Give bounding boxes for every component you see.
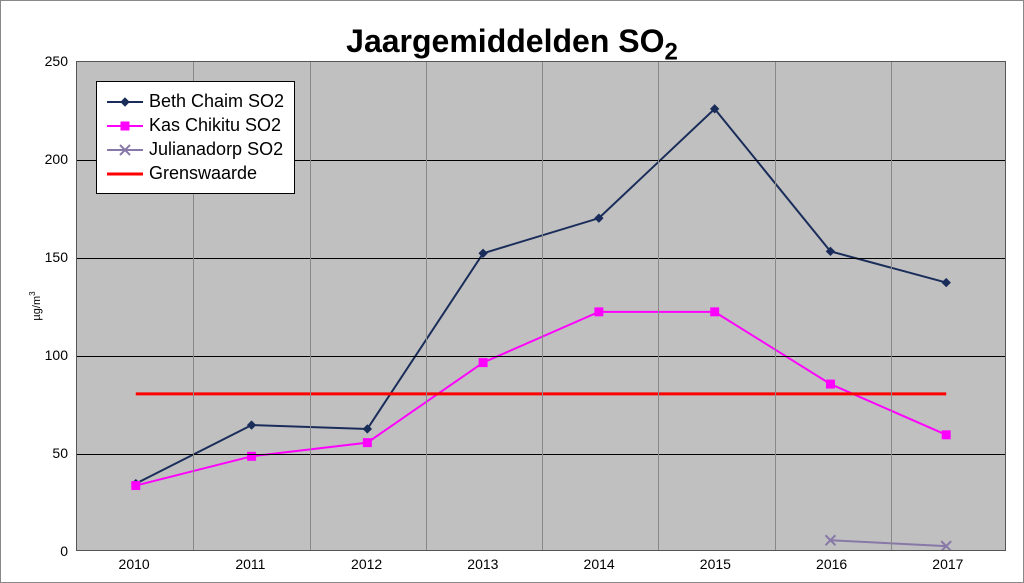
x-tick-label: 2012: [309, 556, 425, 572]
gridline-v: [891, 62, 892, 550]
y-tick-label: 250: [28, 53, 68, 69]
legend-item: Grenswaarde: [107, 163, 284, 184]
x-tick-label: 2010: [76, 556, 192, 572]
chart-container: Jaargemiddelden SO2 µg/m3 Beth Chaim SO2…: [0, 0, 1024, 583]
y-tick-label: 200: [28, 151, 68, 167]
legend-label: Julianadorp SO2: [149, 139, 283, 160]
y-axis-title: µg/m3: [28, 291, 43, 320]
x-tick-label: 2011: [192, 556, 308, 572]
legend: Beth Chaim SO2 Kas Chikitu SO2 Julianadorp…: [96, 81, 295, 194]
title-text: Jaargemiddelden SO: [346, 23, 664, 59]
legend-item: Beth Chaim SO2: [107, 91, 284, 112]
x-tick-label: 2014: [541, 556, 657, 572]
gridline-v: [775, 62, 776, 550]
legend-item: Kas Chikitu SO2: [107, 115, 284, 136]
x-tick-label: 2017: [890, 556, 1006, 572]
y-tick-label: 0: [28, 543, 68, 559]
gridline-v: [426, 62, 427, 550]
x-tick-label: 2016: [774, 556, 890, 572]
y-tick-label: 150: [28, 249, 68, 265]
legend-label: Beth Chaim SO2: [149, 91, 284, 112]
gridline-v: [310, 62, 311, 550]
gridline-v: [542, 62, 543, 550]
legend-label: Grenswaarde: [149, 163, 257, 184]
x-tick-label: 2013: [425, 556, 541, 572]
y-tick-label: 100: [28, 347, 68, 363]
gridline-h: [77, 356, 1005, 357]
legend-label: Kas Chikitu SO2: [149, 115, 281, 136]
gridline-v: [658, 62, 659, 550]
gridline-h: [77, 258, 1005, 259]
legend-item: Julianadorp SO2: [107, 139, 284, 160]
y-tick-label: 50: [28, 445, 68, 461]
gridline-h: [77, 454, 1005, 455]
x-tick-label: 2015: [657, 556, 773, 572]
chart-title: Jaargemiddelden SO2: [1, 23, 1023, 66]
